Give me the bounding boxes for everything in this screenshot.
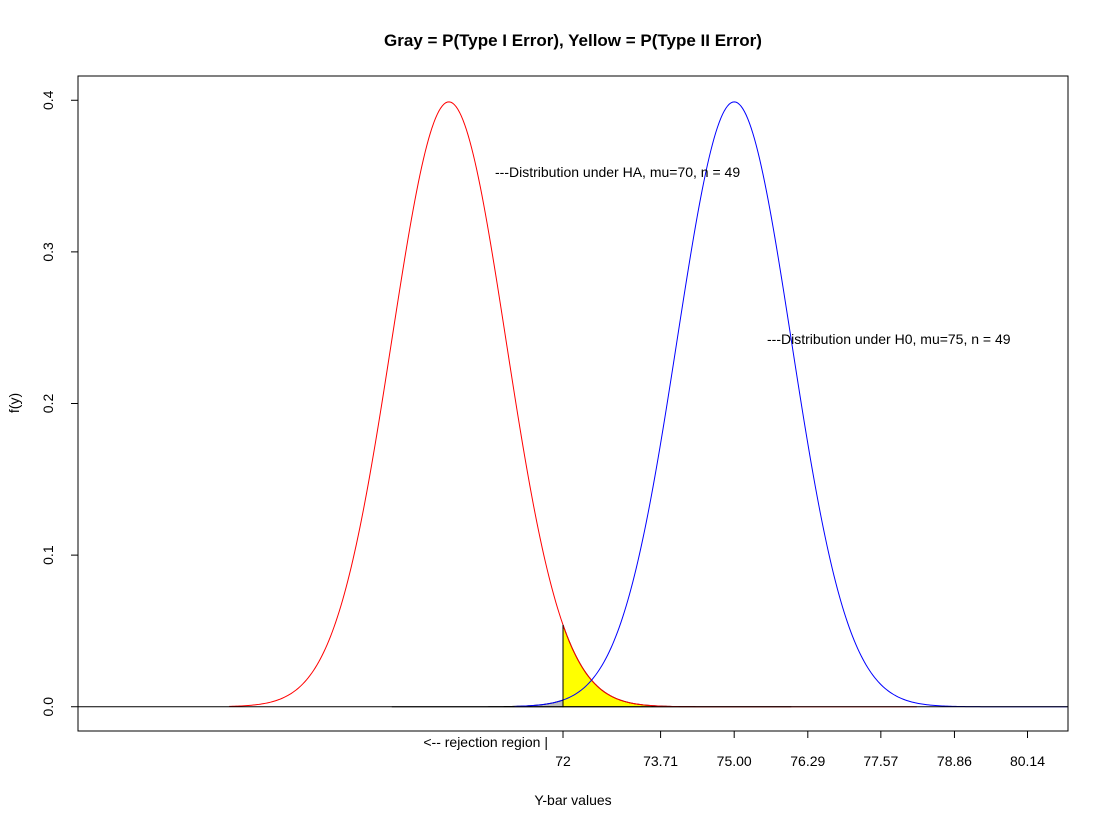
- x-tick-label: 75.00: [717, 753, 752, 769]
- h0-distribution-label: ---Distribution under H0, mu=75, n = 49: [767, 331, 1011, 347]
- y-tick-label: 0.1: [40, 545, 56, 565]
- shaded-regions: [391, 624, 792, 708]
- ha-density-curve: [229, 101, 917, 708]
- shaded-region-type2: [562, 624, 792, 708]
- y-axis: 0.0 0.1 0.2 0.3 0.4: [40, 90, 78, 716]
- x-tick-label: 76.29: [790, 753, 825, 769]
- y-tick-label: 0.3: [40, 242, 56, 262]
- x-axis-label: Y-bar values: [534, 792, 611, 808]
- y-tick-label: 0.0: [40, 697, 56, 717]
- y-tick-label: 0.2: [40, 394, 56, 414]
- y-tick-label: 0.4: [40, 90, 56, 110]
- x-tick-label: 80.14: [1010, 753, 1045, 769]
- x-axis: 72 73.71 75.00 76.29 77.57 78.86 80.14: [555, 731, 1045, 769]
- x-tick-label: 72: [555, 753, 571, 769]
- x-tick-label: 78.86: [937, 753, 972, 769]
- ha-distribution-label: ---Distribution under HA, mu=70, n = 49: [495, 164, 740, 180]
- x-tick-label: 77.57: [863, 753, 898, 769]
- shaded-region-type1: [391, 699, 564, 708]
- x-tick-label: 73.71: [643, 753, 678, 769]
- rejection-region-label: <-- rejection region |: [423, 734, 548, 750]
- density-curves: [229, 101, 1068, 708]
- h0-density-curve: [514, 101, 1068, 708]
- y-axis-label: f(y): [6, 393, 22, 413]
- chart-title: Gray = P(Type I Error), Yellow = P(Type …: [384, 31, 762, 50]
